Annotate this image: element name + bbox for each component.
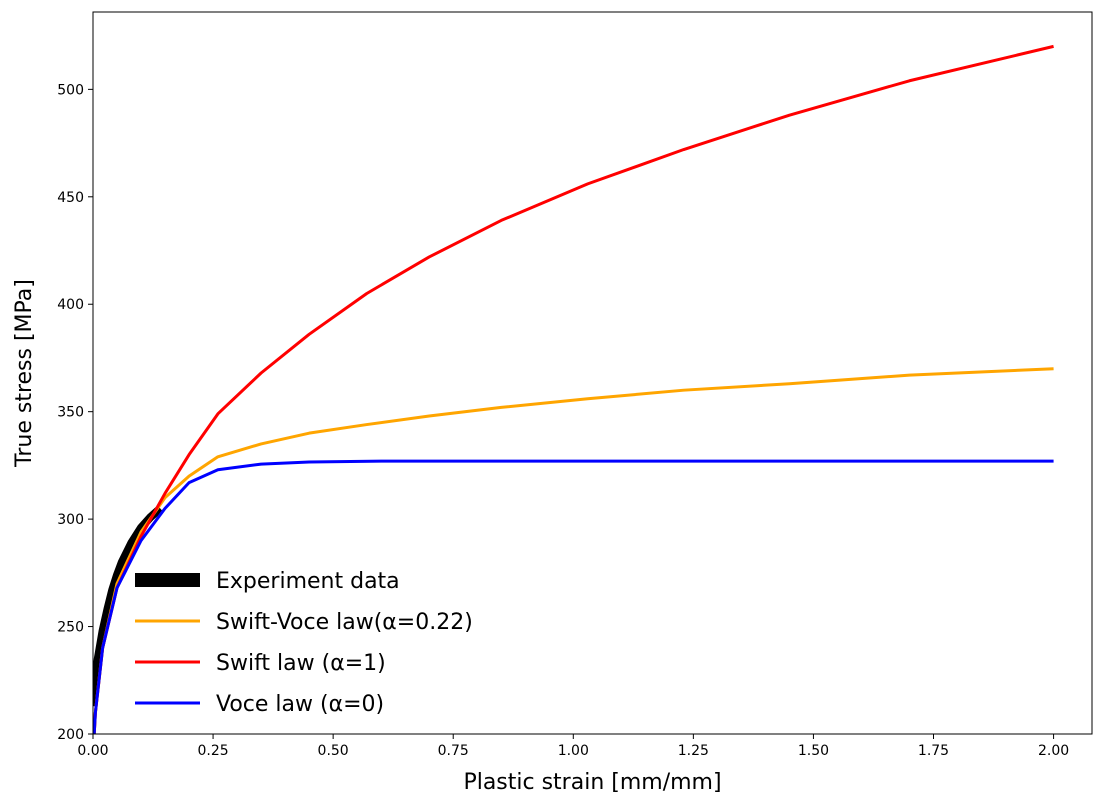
y-tick-label: 500 bbox=[57, 82, 84, 98]
legend-label-0: Experiment data bbox=[216, 569, 400, 594]
legend-label-2: Swift law (α=1) bbox=[216, 651, 386, 676]
x-tick-label: 0.75 bbox=[438, 743, 469, 759]
legend-label-1: Swift-Voce law(α=0.22) bbox=[216, 610, 473, 635]
y-axis-ticks: 200 250 300 350 400 450 500 bbox=[57, 82, 93, 743]
x-tick-label: 2.00 bbox=[1038, 743, 1069, 759]
x-tick-label: 0.25 bbox=[197, 743, 228, 759]
x-tick-label: 1.25 bbox=[678, 743, 709, 759]
y-tick-label: 200 bbox=[57, 727, 84, 743]
y-tick-label: 250 bbox=[57, 620, 84, 636]
x-tick-label: 0.00 bbox=[77, 743, 108, 759]
plot-frame bbox=[92, 11, 1093, 735]
legend: Experiment data Swift-Voce law(α=0.22) Swi… bbox=[135, 569, 473, 717]
x-axis-label: Plastic strain [mm/mm] bbox=[463, 770, 721, 795]
series-layer bbox=[93, 44, 1054, 734]
series-line-0 bbox=[93, 505, 163, 707]
x-tick-label: 1.00 bbox=[558, 743, 589, 759]
y-tick-label: 450 bbox=[57, 190, 84, 206]
y-tick-label: 300 bbox=[57, 512, 84, 528]
y-tick-label: 350 bbox=[57, 405, 84, 421]
x-axis-ticks: 0.00 0.25 0.50 0.75 1.00 1.25 1.50 1.75 2.00 bbox=[77, 734, 1069, 759]
x-tick-label: 1.50 bbox=[798, 743, 829, 759]
series-line-3 bbox=[93, 459, 1054, 734]
legend-label-3: Voce law (α=0) bbox=[216, 692, 384, 717]
y-axis-label: True stress [MPa] bbox=[12, 279, 37, 468]
x-tick-label: 1.75 bbox=[918, 743, 949, 759]
x-tick-label: 0.50 bbox=[318, 743, 349, 759]
y-tick-label: 400 bbox=[57, 297, 84, 313]
